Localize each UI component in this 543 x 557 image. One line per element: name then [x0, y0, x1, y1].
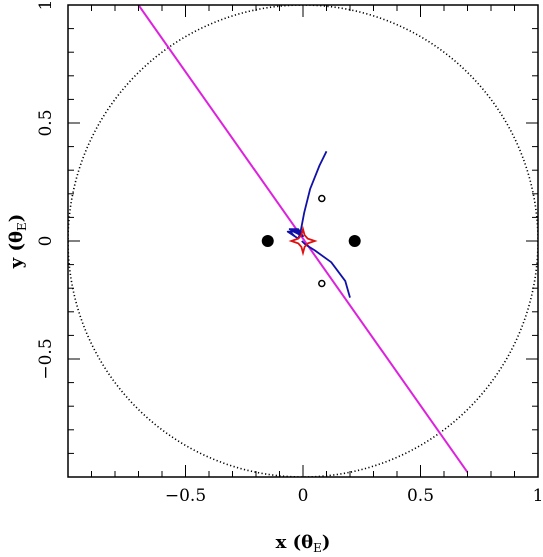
x-tick-label: 0.5 — [407, 486, 434, 506]
caustic-group — [288, 225, 318, 257]
y-tick-label: 1 — [36, 0, 56, 10]
y-axis-label: y (θE) — [6, 214, 29, 270]
y-tick-label: −0.5 — [36, 338, 56, 379]
marker-group — [261, 194, 361, 288]
y-tick-label: 0 — [36, 236, 56, 247]
tick-labels: −0.5 0 0.5 1 −0.5 0 0.5 1 — [36, 0, 543, 506]
image-track-3 — [286, 228, 304, 240]
x-tick-label: 1 — [533, 486, 543, 506]
planet-image-marker-1 — [318, 194, 326, 203]
x-tick-label: −0.5 — [165, 486, 206, 506]
axis-ticks — [67, 4, 539, 478]
source-trajectory-group — [137, 5, 469, 473]
plot-content — [68, 5, 538, 477]
source-trajectory-line — [137, 5, 469, 473]
y-tick-label: 0.5 — [36, 109, 56, 136]
planet-image-marker-2 — [318, 279, 326, 288]
caustic-curve — [288, 225, 318, 257]
x-tick-label: 0 — [298, 486, 309, 506]
image-tracks-group — [286, 150, 351, 298]
image-track-2 — [301, 240, 351, 298]
lens-marker-2 — [348, 235, 361, 247]
lens-marker-1 — [261, 235, 274, 247]
x-axis-label: x (θE) — [276, 532, 331, 555]
